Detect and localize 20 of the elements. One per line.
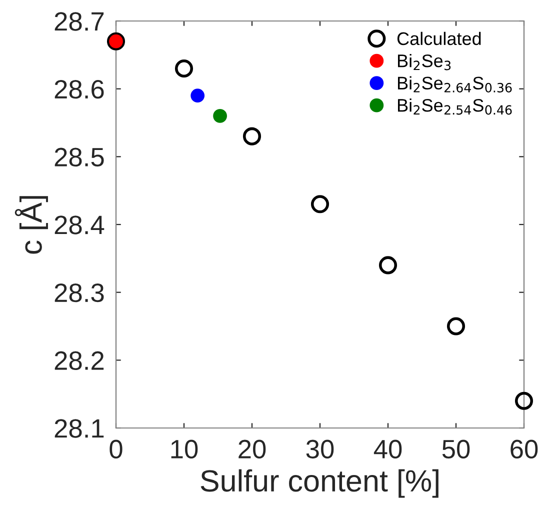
legend-label: Bi$_{2}$Se$_{2.64}$S$_{0.36}$: [398, 76, 512, 92]
x-tick-label: 30: [306, 440, 334, 458]
y-tick-label: 28.1: [54, 419, 104, 438]
legend-label: Bi$_{2}$Se$_{3}$: [398, 54, 451, 70]
x-tick-label: 50: [442, 440, 470, 458]
x-axis-title: Sulfur content [%]: [200, 469, 438, 498]
y-tick-label: 28.7: [54, 12, 104, 31]
x-tick-label: 0: [110, 440, 122, 458]
x-tick-label: 40: [374, 440, 402, 458]
y-axis-title: c [Å]: [14, 196, 48, 254]
legend-label: Calculated: [397, 32, 481, 46]
x-tick-label: 20: [238, 440, 266, 458]
y-tick-label: 28.4: [54, 216, 104, 234]
x-tick-label: 60: [510, 440, 538, 458]
y-tick-label: 28.2: [54, 351, 104, 370]
y-tick-label: 28.3: [54, 283, 104, 302]
x-tick-label: 10: [171, 440, 198, 458]
y-tick-label: 28.5: [54, 148, 104, 166]
legend-label: Bi$_{2}$Se$_{2.54}$S$_{0.46}$: [398, 98, 512, 115]
y-tick-label: 28.6: [54, 80, 104, 99]
